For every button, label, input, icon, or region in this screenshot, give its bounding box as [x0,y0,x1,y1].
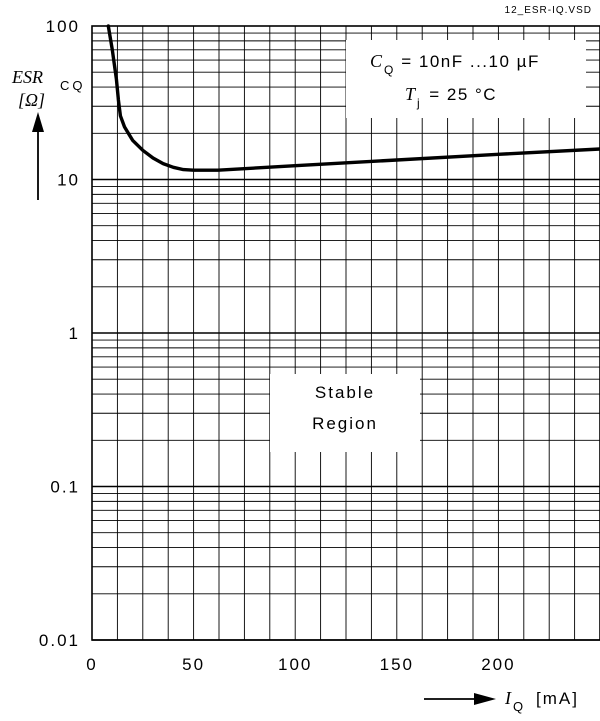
y-axis-symbol: ESR [11,67,43,87]
x-tick-label: 100 [278,655,312,674]
y-axis-unit: [Ω] [18,90,45,110]
x-tick-label: 50 [182,655,205,674]
tj-value: = 25 °C [423,85,497,104]
file-tag: 12_ESR-IQ.VSD [505,5,592,16]
esr-curve [106,24,600,172]
y-tick-label: 10 [57,171,80,190]
x-axis-subscript: Q [513,699,523,714]
stable-region-box [270,374,420,452]
y-tick-label: 0.01 [39,631,80,650]
tj-subscript: j [416,96,420,110]
vertical-gridlines [116,26,576,640]
y-tick-label: 0.1 [50,478,80,497]
cq-symbol: C [370,51,383,71]
y-tick-label: 1 [69,324,80,343]
y-axis-arrow-icon [32,112,44,132]
cq-subscript: Q [384,63,393,77]
tj-symbol: T [405,84,417,104]
conditions-box [346,40,586,118]
y-tick-label: 100 [46,17,80,36]
stable-label: Stable [315,383,375,402]
x-tick-labels: 0 50 100 150 200 [86,655,515,674]
x-axis-arrow-icon [474,693,496,705]
plot-frame [91,25,600,641]
x-tick-label: 0 [86,655,97,674]
region-label: Region [312,414,378,433]
x-tick-label: 150 [380,655,414,674]
x-tick-label: 200 [481,655,515,674]
x-axis-symbol: I [504,688,512,708]
cq-value: = 10nF ...10 µF [395,52,540,71]
y-tick-labels: 0.01 0.1 1 10 100 [39,17,80,650]
y-axis-subscript: CQ [60,78,86,93]
x-axis-unit: [mA] [536,689,579,708]
